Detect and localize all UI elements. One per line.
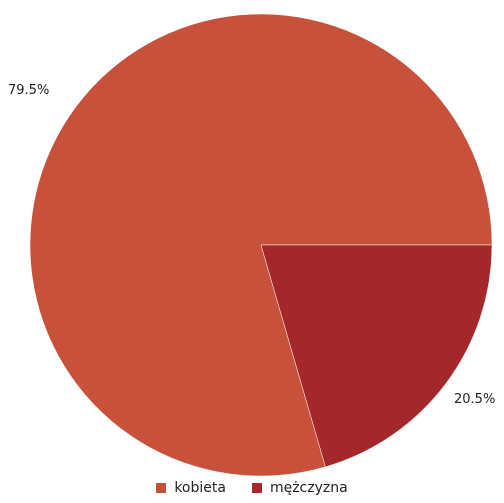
legend-swatch-mezczyzna	[251, 483, 262, 493]
legend-label-kobieta: kobieta	[174, 480, 226, 496]
pie-chart: 79.5% 20.5%	[8, 13, 495, 477]
legend-swatch-kobieta	[156, 483, 167, 493]
legend-item-kobieta[interactable]: kobieta	[156, 480, 226, 496]
legend-item-mezczyzna[interactable]: mężczyzna	[251, 480, 348, 496]
data-label-kobieta: 79.5%	[8, 83, 49, 98]
legend-label-mezczyzna: mężczyzna	[269, 480, 348, 496]
legend: kobieta mężczyzna	[0, 480, 504, 496]
data-label-mezczyzna: 20.5%	[454, 392, 495, 407]
pie-slice-mezczyzna	[260, 244, 493, 468]
